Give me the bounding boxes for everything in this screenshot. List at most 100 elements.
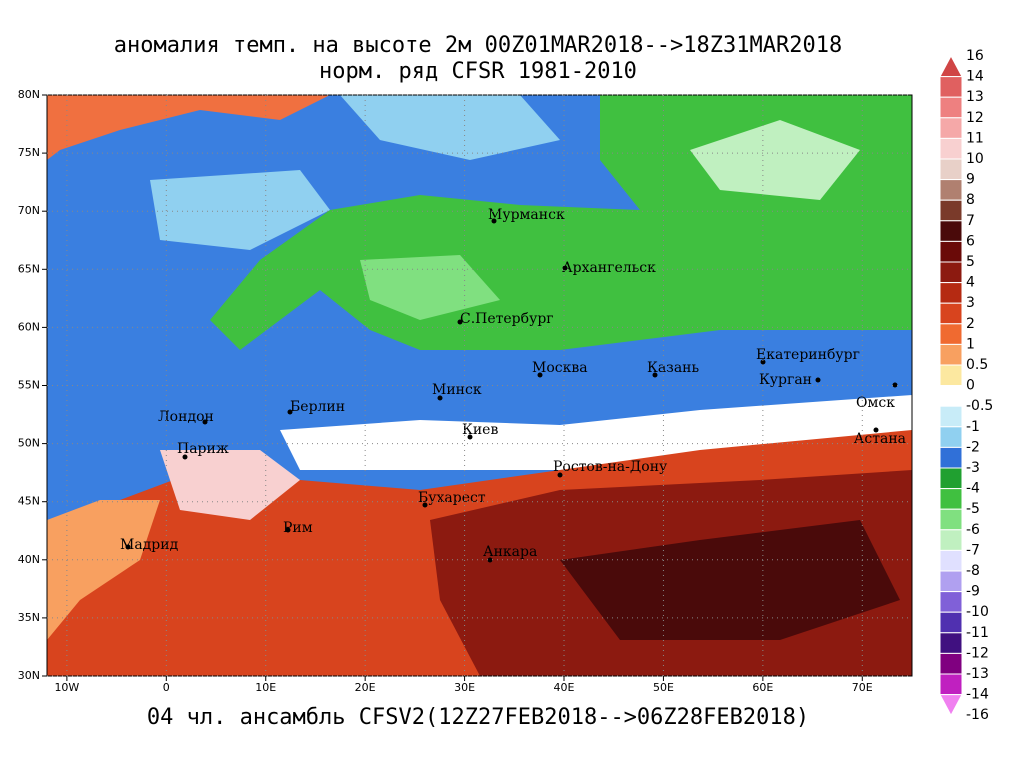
colorbar-swatch bbox=[939, 652, 963, 675]
colorbar-label: 0 bbox=[966, 378, 975, 394]
city-dot bbox=[760, 359, 766, 365]
city-dot bbox=[422, 502, 428, 508]
colorbar-swatch bbox=[939, 54, 963, 78]
y-tick-label: 35N bbox=[18, 611, 40, 624]
city-dot bbox=[287, 409, 293, 415]
city-dot bbox=[437, 395, 443, 401]
x-tick-label: 70E bbox=[852, 681, 873, 694]
field-light-green bbox=[360, 255, 500, 320]
field-orange bbox=[47, 500, 160, 640]
colorbar-swatch bbox=[939, 467, 963, 490]
colorbar-swatch bbox=[939, 364, 963, 387]
city-label: Курган bbox=[759, 372, 812, 388]
field-warm-nw bbox=[47, 95, 330, 160]
colorbar-swatch bbox=[939, 137, 963, 160]
colorbar-swatch bbox=[939, 117, 963, 139]
city-dot bbox=[182, 454, 188, 460]
colorbar-swatch bbox=[939, 405, 963, 428]
field-pale-green bbox=[690, 120, 860, 200]
colorbar-label: 3 bbox=[966, 295, 975, 311]
colorbar-label: 4 bbox=[966, 275, 975, 291]
field-light-blue bbox=[150, 170, 330, 250]
city-label: Париж bbox=[177, 441, 229, 457]
colorbar-swatch bbox=[939, 199, 963, 222]
colorbar-label: 10 bbox=[966, 151, 984, 167]
colorbar-swatch bbox=[939, 591, 963, 613]
x-tick-label: 10E bbox=[255, 681, 276, 694]
colorbar-swatch bbox=[939, 261, 963, 284]
colorbar-label: -5 bbox=[966, 501, 980, 517]
colorbar-label: 7 bbox=[966, 213, 975, 229]
city-label: Мадрид bbox=[120, 537, 179, 553]
y-tick-label: 40N bbox=[18, 553, 40, 566]
colorbar-label: -9 bbox=[966, 584, 980, 600]
colorbar-swatch bbox=[939, 179, 963, 201]
colorbar-label: -4 bbox=[966, 481, 980, 497]
colorbar-label: -13 bbox=[966, 666, 989, 682]
x-tick-label: 20E bbox=[355, 681, 376, 694]
city-dot bbox=[892, 382, 898, 388]
x-tick-label: 0 bbox=[163, 681, 170, 694]
colorbar-label: 12 bbox=[966, 110, 984, 126]
colorbar-label: -16 bbox=[966, 707, 989, 723]
city-label: Омск bbox=[856, 395, 895, 411]
colorbar-label: 14 bbox=[966, 69, 984, 85]
city-label: Анкара bbox=[483, 544, 537, 560]
city-label: Екатеринбург bbox=[756, 347, 860, 363]
y-tick-label: 30N bbox=[18, 669, 40, 682]
colorbar-swatch bbox=[939, 611, 963, 634]
colorbar-label: -1 bbox=[966, 419, 980, 435]
colorbar-swatch bbox=[939, 632, 963, 654]
y-tick-label: 80N bbox=[18, 88, 40, 101]
x-tick-label: 30E bbox=[454, 681, 475, 694]
colorbar-label: -7 bbox=[966, 542, 980, 558]
colorbar-label: 0.5 bbox=[966, 357, 988, 373]
colorbar-label: 13 bbox=[966, 89, 984, 105]
colorbar-swatch bbox=[939, 385, 963, 407]
city-dot bbox=[562, 265, 568, 271]
colorbar-swatch bbox=[939, 549, 963, 572]
colorbar-label: -10 bbox=[966, 604, 989, 620]
colorbar-label: -11 bbox=[966, 625, 989, 641]
city-label: Москва bbox=[532, 360, 588, 376]
city-label: Минск bbox=[432, 382, 482, 398]
colorbar-swatch bbox=[939, 488, 963, 510]
city-dot bbox=[537, 372, 543, 378]
x-tick-label: 40E bbox=[554, 681, 575, 694]
city-label: С.Петербург bbox=[460, 311, 554, 327]
title-line-2: норм. ряд CFSR 1981-2010 bbox=[319, 59, 637, 84]
colorbar-label: 2 bbox=[966, 316, 975, 332]
city-label: Бухарест bbox=[418, 490, 486, 506]
colorbar-swatch bbox=[939, 302, 963, 325]
y-tick-label: 70N bbox=[18, 204, 40, 217]
x-tick-label: 50E bbox=[653, 681, 674, 694]
colorbar-swatch bbox=[939, 76, 963, 98]
y-tick-label: 75N bbox=[18, 146, 40, 159]
colorbar-swatch bbox=[939, 282, 963, 304]
y-tick-label: 65N bbox=[18, 262, 40, 275]
colorbar-swatch bbox=[939, 158, 963, 181]
colorbar-swatch bbox=[939, 529, 963, 551]
colorbar-label: 5 bbox=[966, 254, 975, 270]
colorbar-swatch bbox=[939, 240, 963, 263]
colorbar-swatch bbox=[939, 426, 963, 448]
colorbar-swatch bbox=[939, 508, 963, 531]
field-pale bbox=[160, 450, 300, 520]
x-tick-label: 10W bbox=[54, 681, 79, 694]
colorbar-label: -14 bbox=[966, 687, 989, 703]
colorbar-swatch bbox=[939, 673, 963, 696]
colorbar-label: 11 bbox=[966, 130, 984, 146]
x-tick-label: 60E bbox=[752, 681, 773, 694]
colorbar-swatch bbox=[939, 694, 963, 717]
field-hottest bbox=[560, 520, 900, 640]
colorbar-label: 9 bbox=[966, 172, 975, 188]
city-dot bbox=[457, 319, 463, 325]
city-dot bbox=[491, 218, 497, 224]
city-label: Киев bbox=[462, 422, 498, 438]
city-label: Берлин bbox=[290, 399, 345, 415]
colorbar-swatch bbox=[939, 220, 963, 242]
map-field bbox=[47, 95, 912, 676]
colorbar-swatch bbox=[939, 96, 963, 119]
colorbar-label: 16 bbox=[966, 48, 984, 64]
